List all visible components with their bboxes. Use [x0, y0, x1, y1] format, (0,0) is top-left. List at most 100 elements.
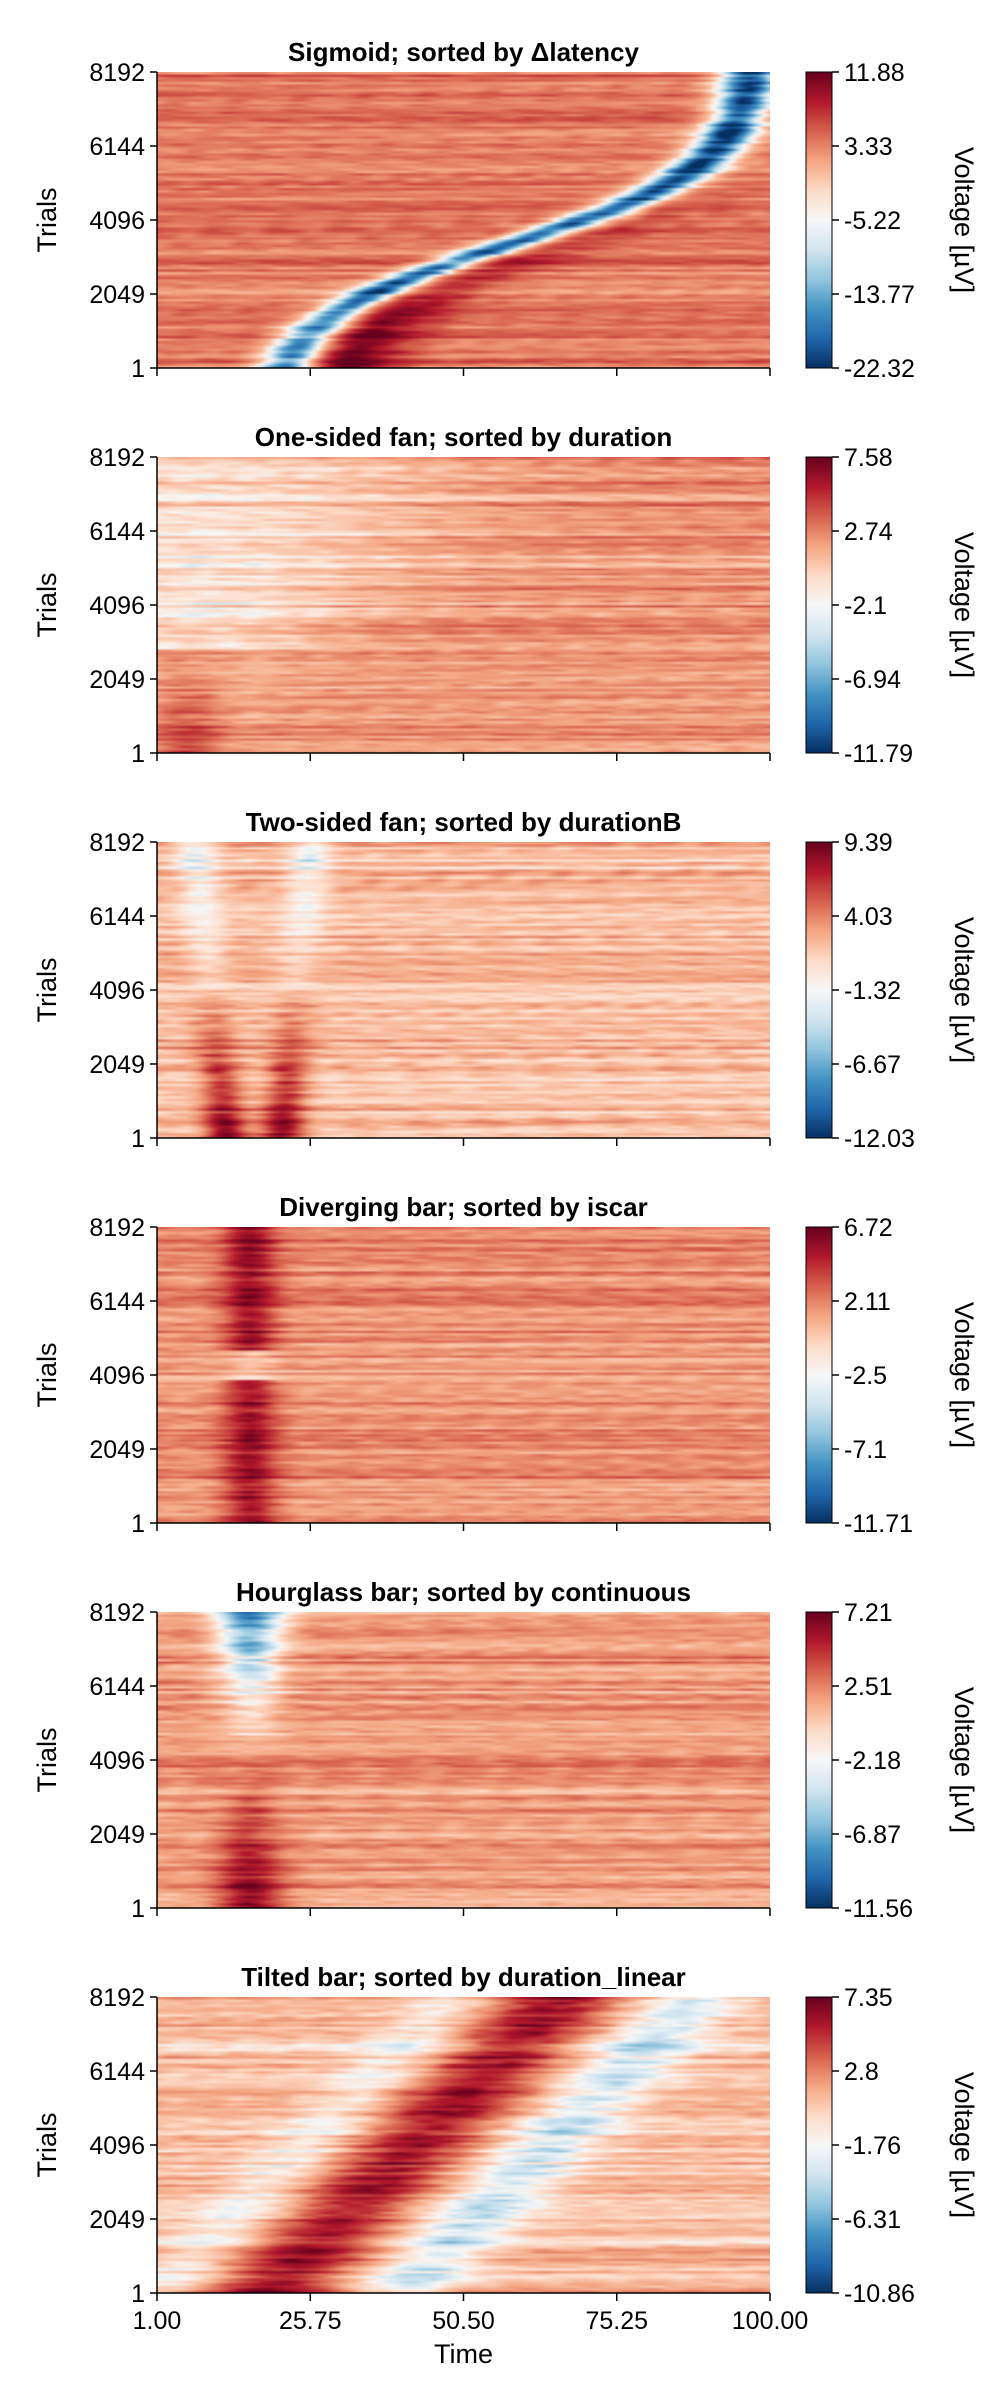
y-tick-label: 4096	[89, 207, 145, 235]
colorbar-tick-label: -2.1	[844, 592, 887, 620]
colorbar-tick-label: -6.94	[844, 666, 901, 694]
colorbar-tick-label: -1.76	[844, 2132, 901, 2160]
colorbar-tick-label: -2.18	[844, 1747, 901, 1775]
colorbar-tick-label: 9.39	[844, 829, 893, 857]
y-tick-label: 2049	[89, 1436, 145, 1464]
colorbar	[805, 1996, 833, 2294]
x-tick-label: 75.25	[585, 2307, 648, 2335]
y-tick-label: 6144	[89, 518, 145, 546]
colorbar-tick-label: -7.1	[844, 1436, 887, 1464]
y-tick-label: 8192	[89, 444, 145, 472]
x-axis-label: Time	[434, 2339, 493, 2369]
heatmap-image	[157, 457, 770, 753]
y-tick-label: 8192	[89, 59, 145, 87]
colorbar	[805, 841, 833, 1139]
colorbar-tick-label: 7.21	[844, 1599, 893, 1627]
colorbar-tick-label: -11.56	[844, 1895, 913, 1923]
colorbar-label: Voltage [µV]	[949, 532, 979, 678]
x-tick-label: 50.50	[432, 2307, 495, 2335]
colorbar-tick-label: -6.67	[844, 1051, 901, 1079]
y-axis-label: Trials	[32, 958, 62, 1023]
heatmap-image	[157, 1997, 770, 2293]
y-tick-label: 2049	[89, 281, 145, 309]
colorbar	[805, 1611, 833, 1909]
heatmap-image	[157, 72, 770, 368]
y-tick-label: 1	[131, 1125, 145, 1153]
y-tick-label: 1	[131, 1895, 145, 1923]
colorbar-tick-label: -22.32	[844, 355, 915, 383]
y-tick-label: 2049	[89, 1051, 145, 1079]
y-tick-label: 6144	[89, 1288, 145, 1316]
x-tick-label: 1.00	[133, 2307, 182, 2335]
colorbar	[805, 1226, 833, 1524]
y-tick-label: 4096	[89, 1747, 145, 1775]
panel-title: Sigmoid; sorted by Δlatency	[288, 37, 640, 67]
colorbar-tick-label: 6.72	[844, 1214, 893, 1242]
heatmap-panel: Sigmoid; sorted by Δlatency 1 2049 4096 6144…	[32, 37, 979, 383]
y-axis-label: Trials	[32, 2113, 62, 2178]
y-tick-label: 4096	[89, 977, 145, 1005]
colorbar-tick-label: -11.71	[844, 1510, 913, 1538]
x-tick-label: 100.00	[732, 2307, 808, 2335]
y-axis-label: Trials	[32, 1728, 62, 1793]
panel-title: Tilted bar; sorted by duration_linear	[241, 1962, 686, 1992]
x-tick-label: 25.75	[279, 2307, 342, 2335]
colorbar-label: Voltage [µV]	[949, 2072, 979, 2218]
y-axis-label: Trials	[32, 1343, 62, 1408]
y-tick-label: 1	[131, 1510, 145, 1538]
y-tick-label: 6144	[89, 2058, 145, 2086]
colorbar-tick-label: -5.22	[844, 207, 901, 235]
heatmap-panel: Hourglass bar; sorted by continuous 1 2049…	[32, 1577, 979, 1923]
y-tick-label: 8192	[89, 829, 145, 857]
colorbar-tick-label: -2.5	[844, 1362, 887, 1390]
y-tick-label: 4096	[89, 2132, 145, 2160]
y-tick-label: 8192	[89, 1599, 145, 1627]
colorbar-tick-label: 4.03	[844, 903, 893, 931]
colorbar-tick-label: -10.86	[844, 2280, 915, 2308]
colorbar-tick-label: 2.8	[844, 2058, 879, 2086]
y-tick-label: 2049	[89, 666, 145, 694]
y-tick-label: 4096	[89, 1362, 145, 1390]
y-tick-label: 6144	[89, 133, 145, 161]
y-tick-label: 2049	[89, 2206, 145, 2234]
colorbar	[805, 71, 833, 369]
colorbar-label: Voltage [µV]	[949, 1302, 979, 1448]
colorbar-tick-label: -12.03	[844, 1125, 915, 1153]
colorbar-label: Voltage [µV]	[949, 1687, 979, 1833]
y-tick-label: 2049	[89, 1821, 145, 1849]
heatmap-panel: Diverging bar; sorted by iscar 1 2049 4096 6…	[32, 1192, 979, 1538]
colorbar-tick-label: 3.33	[844, 133, 893, 161]
y-tick-label: 4096	[89, 592, 145, 620]
panel-title: Hourglass bar; sorted by continuous	[236, 1577, 691, 1607]
colorbar-tick-label: 7.58	[844, 444, 893, 472]
colorbar	[805, 456, 833, 754]
panel-title: One-sided fan; sorted by duration	[255, 422, 672, 452]
heatmap-panel: Tilted bar; sorted by duration_linear 1 20…	[32, 1962, 979, 2369]
y-tick-label: 1	[131, 355, 145, 383]
y-tick-label: 8192	[89, 1214, 145, 1242]
heatmap-image	[157, 1612, 770, 1908]
y-axis-label: Trials	[32, 573, 62, 638]
y-tick-label: 1	[131, 740, 145, 768]
colorbar-label: Voltage [µV]	[949, 147, 979, 293]
colorbar-tick-label: -6.87	[844, 1821, 901, 1849]
colorbar-tick-label: 2.11	[844, 1288, 891, 1316]
colorbar-tick-label: 7.35	[844, 1984, 893, 2012]
y-tick-label: 6144	[89, 1673, 145, 1701]
colorbar-tick-label: -1.32	[844, 977, 901, 1005]
panel-title: Two-sided fan; sorted by durationB	[246, 807, 682, 837]
heatmap-image	[157, 1227, 770, 1523]
colorbar-label: Voltage [µV]	[949, 917, 979, 1063]
heatmap-panel: Two-sided fan; sorted by durationB 1 2049 4…	[32, 807, 979, 1153]
y-axis-label: Trials	[32, 188, 62, 253]
colorbar-tick-label: 11.88	[844, 59, 905, 87]
colorbar-tick-label: -6.31	[844, 2206, 901, 2234]
heatmap-panel: One-sided fan; sorted by duration 1 2049 40…	[32, 422, 979, 768]
colorbar-tick-label: 2.51	[844, 1673, 893, 1701]
y-tick-label: 6144	[89, 903, 145, 931]
heatmap-image	[157, 842, 770, 1138]
colorbar-tick-label: -11.79	[844, 740, 913, 768]
colorbar-tick-label: -13.77	[844, 281, 915, 309]
colorbar-tick-label: 2.74	[844, 518, 893, 546]
